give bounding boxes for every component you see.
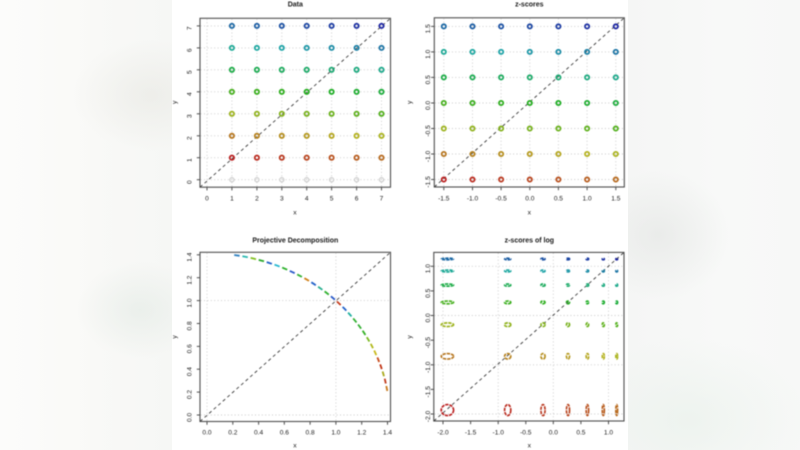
- svg-text:0.6: 0.6: [186, 344, 193, 353]
- svg-text:1.4: 1.4: [186, 252, 193, 261]
- svg-text:y: y: [171, 100, 178, 104]
- svg-text:4: 4: [186, 92, 193, 96]
- svg-text:-1.0: -1.0: [425, 361, 432, 373]
- svg-text:0.0: 0.0: [425, 313, 432, 322]
- svg-text:4: 4: [305, 195, 309, 202]
- svg-text:0.5: 0.5: [554, 195, 563, 202]
- svg-text:-1.5: -1.5: [425, 386, 432, 398]
- svg-text:0.0: 0.0: [425, 100, 432, 109]
- svg-text:-1.5: -1.5: [438, 195, 450, 202]
- svg-text:1.0: 1.0: [331, 429, 340, 436]
- svg-text:x: x: [528, 442, 532, 449]
- svg-text:1.4: 1.4: [383, 429, 392, 436]
- svg-text:7: 7: [380, 195, 384, 202]
- svg-text:y: y: [407, 335, 414, 339]
- svg-text:Projective Decomposition: Projective Decomposition: [252, 237, 338, 244]
- svg-text:0.8: 0.8: [186, 321, 193, 330]
- svg-text:Data: Data: [288, 1, 303, 8]
- svg-text:2: 2: [255, 195, 259, 202]
- svg-text:-1.0: -1.0: [493, 429, 505, 436]
- svg-text:1.0: 1.0: [425, 264, 432, 273]
- svg-text:y: y: [171, 335, 178, 339]
- svg-text:0.8: 0.8: [306, 429, 315, 436]
- svg-text:0.6: 0.6: [280, 429, 289, 436]
- svg-text:-1.0: -1.0: [467, 195, 479, 202]
- svg-text:x: x: [293, 210, 297, 217]
- svg-text:0: 0: [186, 180, 193, 184]
- svg-text:1.0: 1.0: [186, 298, 193, 307]
- svg-text:3: 3: [280, 195, 284, 202]
- svg-text:1.2: 1.2: [186, 275, 193, 284]
- svg-text:0.0: 0.0: [525, 195, 534, 202]
- svg-text:0.0: 0.0: [202, 429, 211, 436]
- svg-text:1: 1: [186, 158, 193, 162]
- svg-text:3: 3: [186, 114, 193, 118]
- svg-text:y: y: [407, 100, 414, 104]
- svg-text:0.5: 0.5: [425, 288, 432, 297]
- svg-text:z-scores: z-scores: [515, 1, 544, 8]
- svg-text:1.0: 1.0: [604, 429, 613, 436]
- svg-text:5: 5: [330, 195, 334, 202]
- svg-text:2: 2: [186, 136, 193, 140]
- svg-text:0.2: 0.2: [186, 390, 193, 399]
- svg-text:1.5: 1.5: [611, 195, 620, 202]
- svg-text:0.5: 0.5: [425, 75, 432, 84]
- svg-text:0.0: 0.0: [186, 412, 193, 421]
- svg-text:-0.5: -0.5: [425, 125, 432, 137]
- svg-text:-1.5: -1.5: [425, 176, 432, 188]
- svg-text:5: 5: [186, 70, 193, 74]
- svg-text:1.5: 1.5: [425, 24, 432, 33]
- svg-text:-2.0: -2.0: [437, 429, 449, 436]
- svg-text:6: 6: [186, 48, 193, 52]
- svg-text:0.0: 0.0: [549, 429, 558, 436]
- svg-text:0.2: 0.2: [228, 429, 237, 436]
- svg-text:6: 6: [355, 195, 359, 202]
- svg-text:1.0: 1.0: [583, 195, 592, 202]
- svg-text:1: 1: [230, 195, 234, 202]
- svg-text:0.4: 0.4: [254, 429, 263, 436]
- svg-text:7: 7: [186, 26, 193, 30]
- svg-text:x: x: [528, 210, 532, 217]
- svg-text:-1.5: -1.5: [465, 429, 477, 436]
- svg-text:x: x: [293, 442, 297, 449]
- svg-text:-1.0: -1.0: [425, 150, 432, 162]
- svg-text:1.2: 1.2: [357, 429, 366, 436]
- svg-text:0.4: 0.4: [186, 367, 193, 376]
- svg-text:-0.5: -0.5: [425, 337, 432, 349]
- svg-text:-2.0: -2.0: [425, 410, 432, 422]
- svg-text:-0.5: -0.5: [495, 195, 507, 202]
- svg-text:0.5: 0.5: [576, 429, 585, 436]
- svg-text:z-scores of log: z-scores of log: [505, 237, 554, 244]
- svg-text:-0.5: -0.5: [520, 429, 532, 436]
- svg-text:1.0: 1.0: [425, 49, 432, 58]
- svg-text:0: 0: [205, 195, 209, 202]
